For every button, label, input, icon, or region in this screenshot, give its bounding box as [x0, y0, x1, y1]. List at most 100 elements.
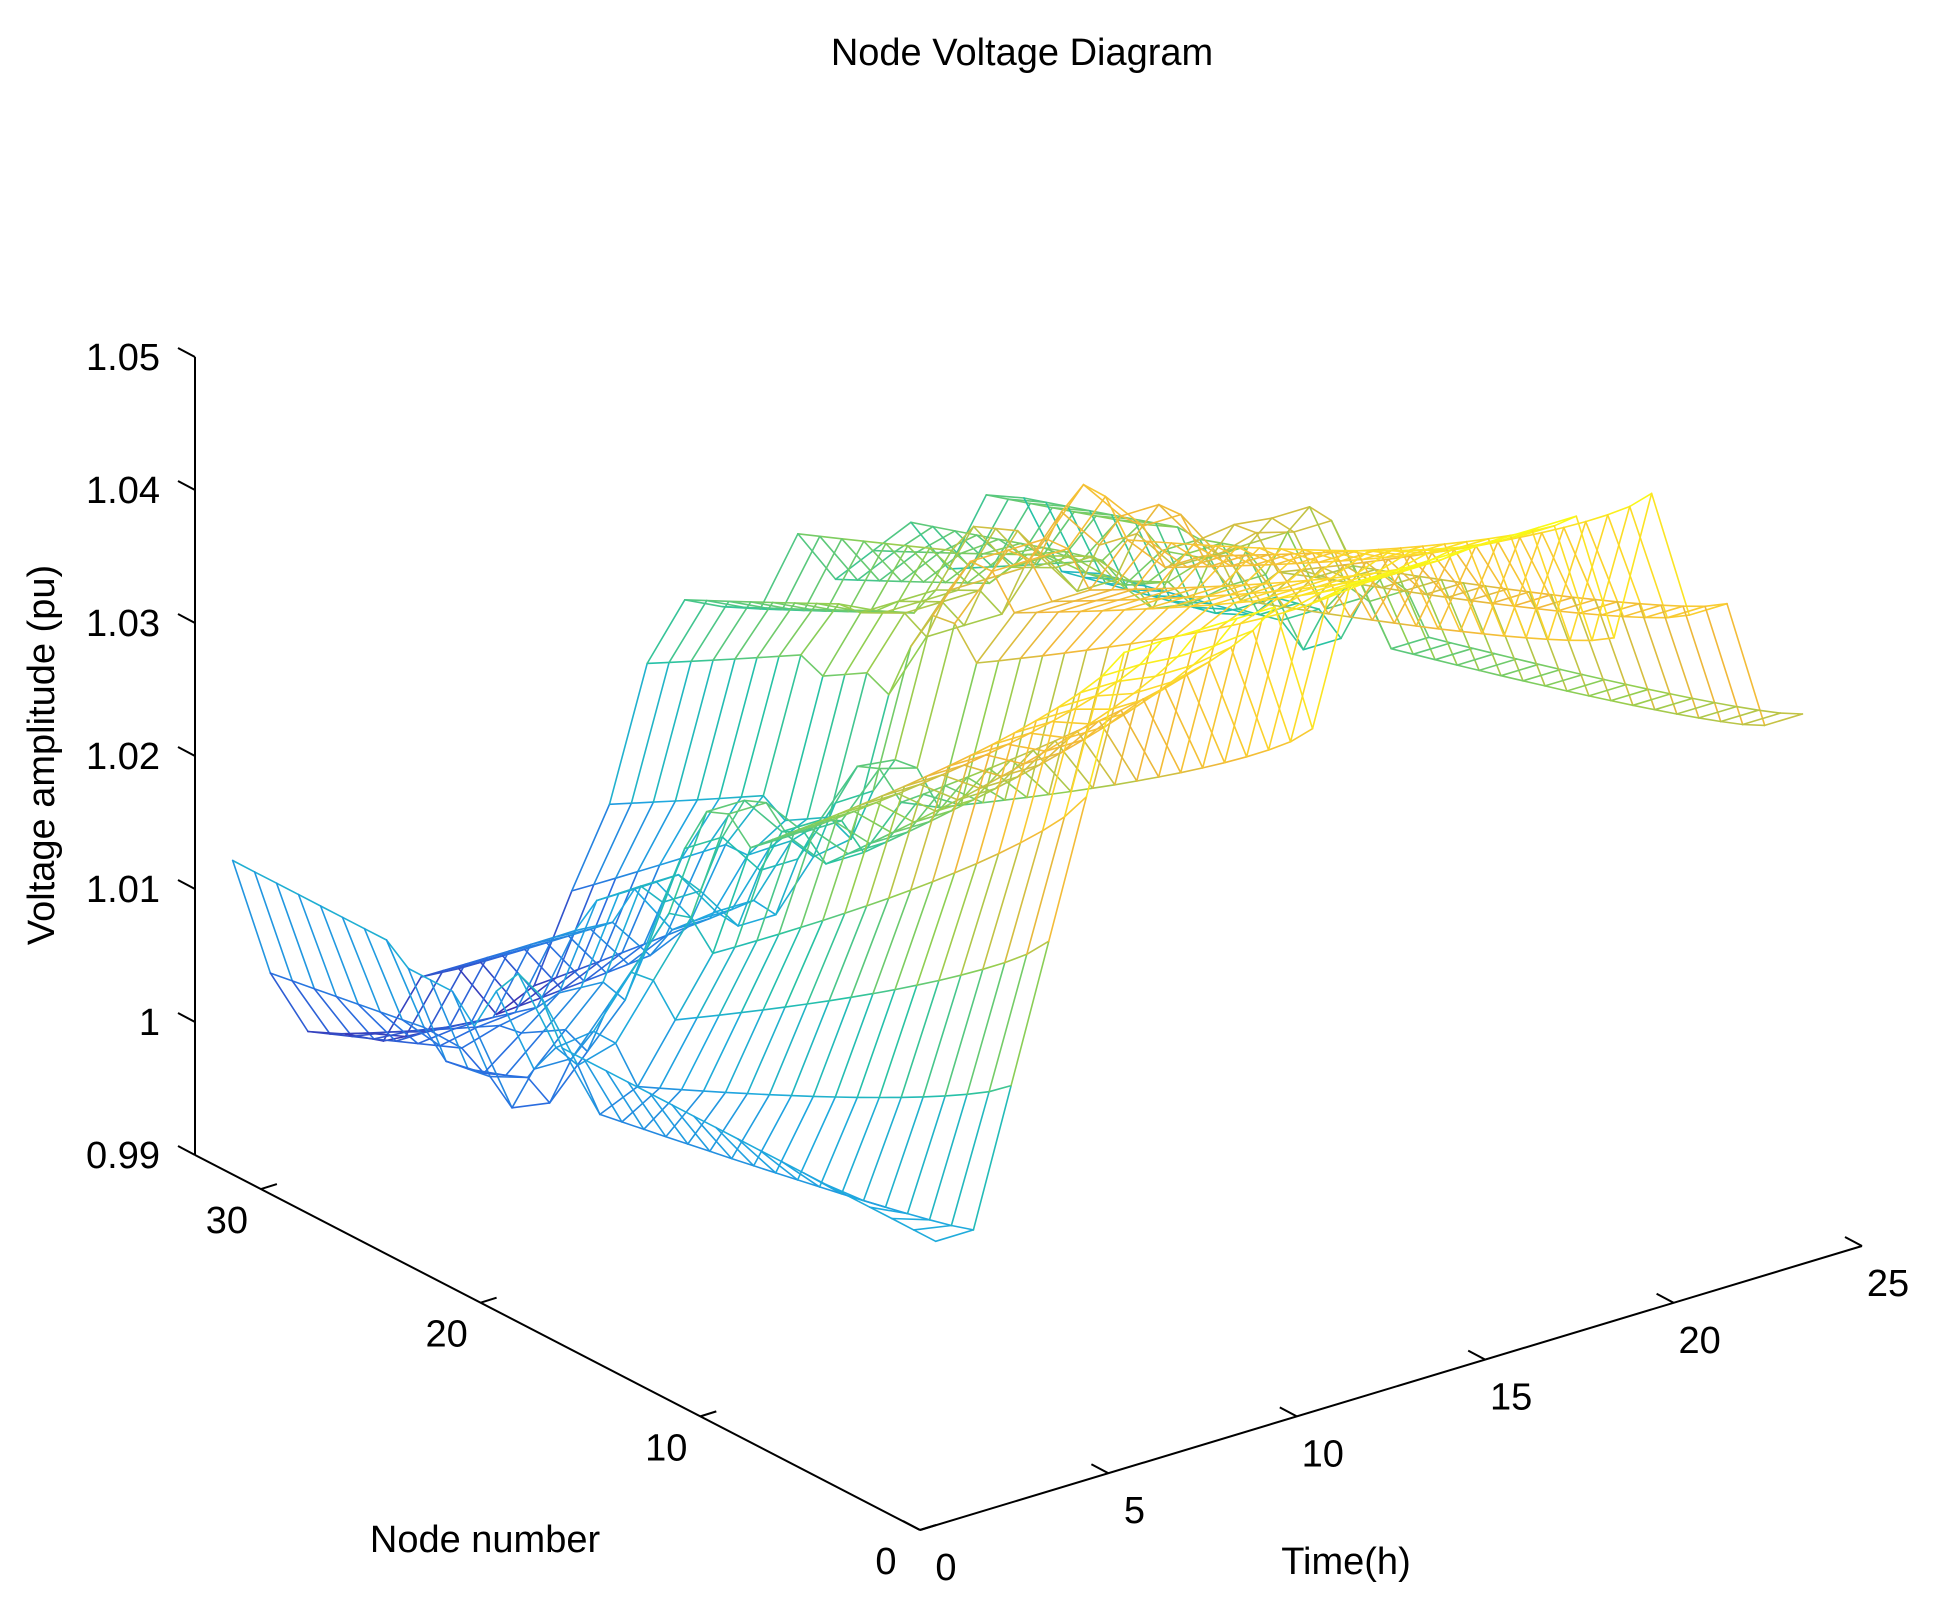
mesh-line-node-direction	[1198, 585, 1223, 589]
mesh-line-time-direction	[1063, 675, 1103, 818]
mesh-line-node-direction	[1067, 505, 1091, 512]
mesh-line-time-direction	[1261, 569, 1301, 605]
mesh-line-time-direction	[1427, 540, 1468, 554]
mesh-line-node-direction	[844, 671, 868, 676]
mesh-line-time-direction	[1302, 637, 1342, 651]
mesh-line-time-direction	[570, 1002, 611, 1060]
mesh-line-time-direction	[1308, 549, 1348, 582]
mesh-line-time-direction	[843, 794, 884, 915]
mesh-line-time-direction	[1606, 513, 1647, 619]
mesh-line-time-direction	[705, 799, 746, 813]
mesh-line-node-direction	[1500, 674, 1524, 682]
mesh-line-node-direction	[1478, 669, 1502, 677]
mesh-line-node-direction	[960, 968, 984, 977]
mesh-line-time-direction	[1067, 495, 1107, 550]
mesh-line-time-direction	[734, 601, 774, 660]
mesh-line-node-direction	[1456, 664, 1480, 672]
mesh-line-node-direction	[570, 883, 595, 892]
mesh-line-time-direction	[1120, 709, 1160, 778]
mesh-line-time-direction	[683, 598, 724, 608]
mesh-line-node-direction	[787, 827, 812, 838]
mesh-line-node-direction	[668, 660, 692, 664]
mesh-line-time-direction	[1628, 505, 1669, 619]
mesh-line-node-direction	[1208, 646, 1232, 663]
mesh-line-node-direction	[1647, 688, 1672, 695]
mesh-line-node-direction	[922, 581, 947, 584]
mesh-line-time-direction	[913, 549, 953, 614]
mesh-line-time-direction	[762, 926, 802, 1011]
mesh-line-time-direction	[423, 1026, 463, 1049]
mesh-line-time-direction	[1274, 606, 1314, 730]
mesh-line-node-direction	[561, 980, 586, 991]
mesh-line-time-direction	[580, 892, 620, 989]
mesh-line-time-direction	[1132, 681, 1172, 695]
mesh-line-node-direction	[1076, 544, 1100, 593]
mesh-line-node-direction	[979, 589, 1003, 615]
mesh-line-time-direction	[1233, 590, 1273, 604]
mesh-line-time-direction	[975, 611, 1016, 664]
mesh-line-time-direction	[1000, 764, 1041, 778]
mesh-line-time-direction	[504, 1030, 545, 1077]
mesh-line-node-direction	[1211, 523, 1235, 557]
mesh-line-time-direction	[856, 758, 896, 768]
mesh-line-time-direction	[1173, 604, 1213, 638]
mesh-line-node-direction	[1026, 793, 1050, 799]
x-axis-ticks: 0 5 10 15 20 25	[902, 1236, 1909, 1589]
mesh-line-time-direction	[473, 1025, 513, 1109]
mesh-line-node-direction	[523, 941, 548, 951]
mesh-line-node-direction	[875, 792, 900, 804]
mesh-line-node-direction	[1233, 523, 1257, 534]
mesh-line-node-direction	[715, 1126, 739, 1140]
mesh-line-node-direction	[1280, 548, 1304, 551]
mesh-line-time-direction	[495, 990, 535, 1070]
mesh-line-node-direction	[1045, 537, 1069, 550]
mesh-line-time-direction	[636, 1019, 677, 1088]
mesh-line-time-direction	[806, 912, 846, 1005]
mesh-line-node-direction	[1035, 611, 1060, 614]
mesh-line-node-direction	[906, 545, 931, 550]
mesh-line-node-direction	[1073, 695, 1097, 711]
mesh-line-time-direction	[583, 1058, 623, 1123]
mesh-line-time-direction	[991, 732, 1031, 746]
mesh-line-node-direction	[1110, 692, 1135, 711]
mesh-line-time-direction	[1132, 542, 1173, 591]
z-tick-label: 0.99	[86, 1135, 160, 1177]
mesh-line-time-direction	[1085, 651, 1125, 798]
mesh-line-time-direction	[1060, 511, 1100, 546]
mesh-line-node-direction	[683, 810, 708, 850]
z-tick-label: 1.01	[86, 869, 160, 911]
mesh-line-node-direction	[1302, 608, 1327, 651]
mesh-line-time-direction	[1459, 540, 1499, 633]
mesh-line-node-direction	[721, 799, 746, 838]
mesh-line-time-direction	[922, 974, 962, 1098]
mesh-line-node-direction	[985, 743, 1009, 756]
mesh-line-node-direction	[975, 659, 1000, 664]
mesh-line-time-direction	[1311, 583, 1351, 730]
mesh-line-time-direction	[1650, 492, 1691, 616]
mesh-line-time-direction	[1054, 739, 1094, 790]
mesh-line-node-direction	[482, 1072, 507, 1077]
mesh-line-node-direction	[1123, 582, 1148, 587]
mesh-line-node-direction	[954, 530, 978, 536]
mesh-line-time-direction	[1085, 609, 1125, 652]
mesh-line-node-direction	[944, 1093, 968, 1097]
mesh-line-node-direction	[712, 946, 736, 955]
mesh-line-time-direction	[834, 549, 875, 581]
z-tick-mark	[177, 746, 196, 757]
x-axis-title: Time(h)	[1281, 1541, 1410, 1583]
mesh-line-time-direction	[718, 939, 758, 1017]
mesh-line-time-direction	[536, 929, 576, 1009]
mesh-line-node-direction	[1547, 638, 1571, 642]
mesh-line-node-direction	[407, 967, 432, 981]
mesh-line-node-direction	[668, 912, 692, 919]
mesh-line-node-direction	[724, 1091, 749, 1095]
mesh-line-time-direction	[997, 611, 1038, 662]
mesh-line-node-direction	[1638, 602, 1662, 607]
mesh-line-time-direction	[1315, 565, 1355, 579]
mesh-line-node-direction	[363, 927, 388, 941]
mesh-line-node-direction	[646, 912, 670, 950]
mesh-line-node-direction	[1019, 654, 1044, 660]
mesh-line-time-direction	[696, 658, 736, 801]
mesh-line-time-direction	[1176, 526, 1217, 615]
mesh-line-node-direction	[1029, 720, 1053, 735]
